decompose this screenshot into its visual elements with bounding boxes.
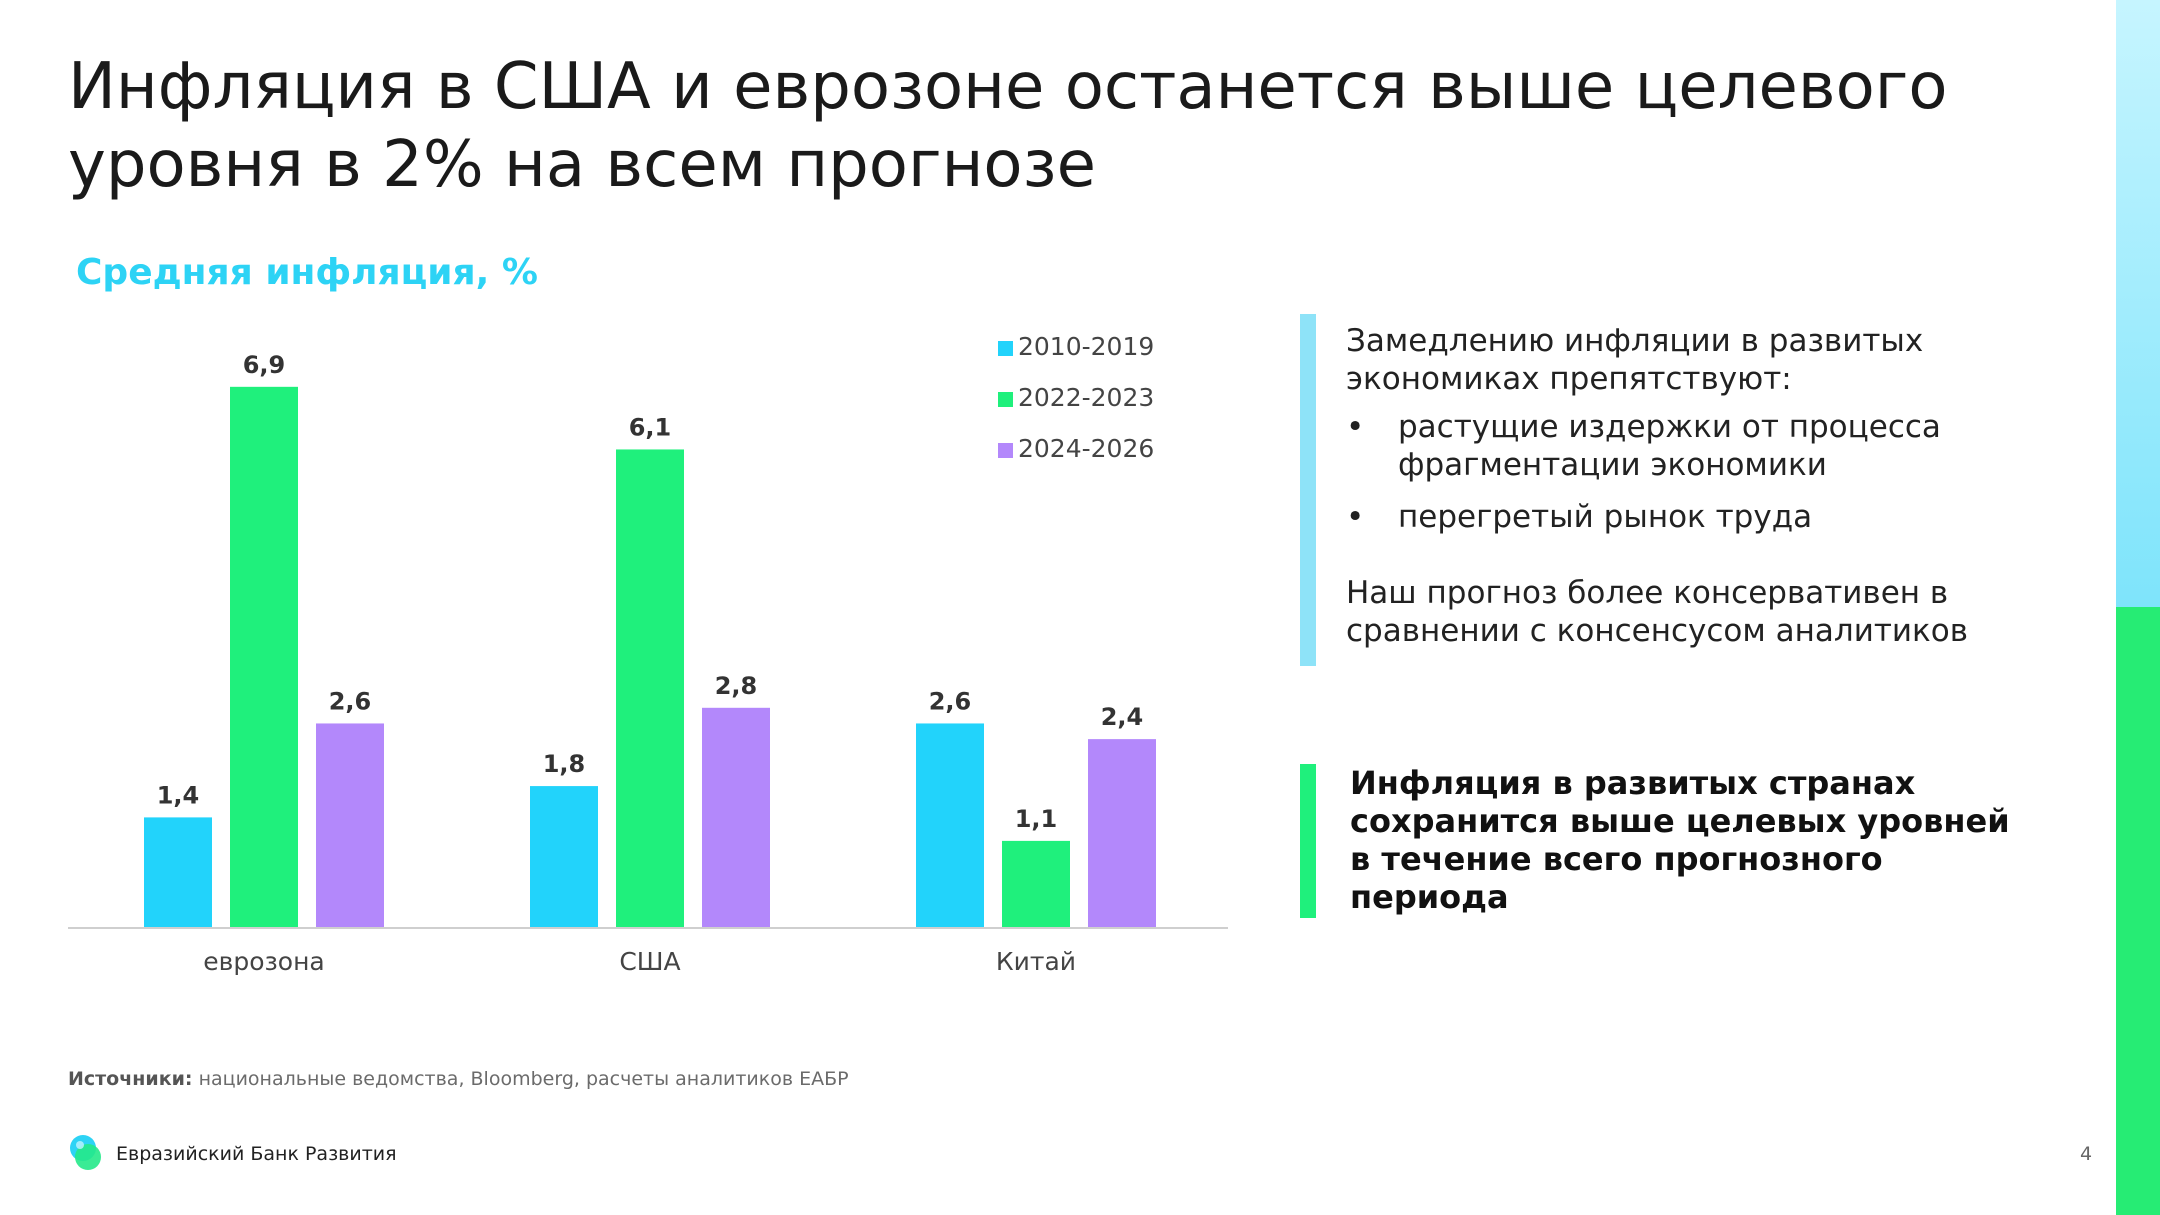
x-tick-label: еврозона bbox=[203, 947, 325, 976]
x-tick-label: Китай bbox=[996, 947, 1076, 976]
commentary-intro: Замедлению инфляции в развитых экономика… bbox=[1346, 323, 1924, 397]
conclusion-text: Инфляция в развитых странах сохранится в… bbox=[1350, 764, 2010, 916]
data-label: 1,1 bbox=[1015, 805, 1058, 833]
bar-2024-2026 bbox=[702, 707, 770, 927]
data-label: 6,9 bbox=[243, 351, 286, 379]
data-label: 6,1 bbox=[629, 413, 672, 441]
data-label: 2,6 bbox=[329, 687, 372, 715]
bullet-marker: • bbox=[1346, 409, 1365, 445]
source-label: Источники: bbox=[68, 1068, 193, 1090]
legend-swatch bbox=[998, 341, 1013, 356]
accent-bar-green bbox=[1300, 764, 1316, 918]
bar-2010-2019 bbox=[144, 817, 212, 927]
bar-2022-2023 bbox=[1002, 840, 1070, 927]
data-label: 1,4 bbox=[157, 781, 200, 809]
accent-bar-cyan bbox=[1300, 314, 1316, 666]
bar-2024-2026 bbox=[316, 723, 384, 927]
logo-text: Евразийский Банк Развития bbox=[116, 1143, 397, 1165]
chart-canvas: 1,4 1,8 2,6 6,9 6,1 1,1 2,6 2,8 2,4 еврозона США Ки… bbox=[68, 332, 1228, 976]
data-label: 2,4 bbox=[1101, 703, 1144, 731]
data-label: 1,8 bbox=[543, 750, 586, 778]
bullet-marker: • bbox=[1346, 499, 1365, 535]
source-text: национальные ведомства, Bloomberg, расче… bbox=[192, 1068, 849, 1090]
legend-label: 2024-2026 bbox=[1018, 434, 1154, 463]
commentary-bullets: • растущие издержки от процесса фрагмента… bbox=[1346, 408, 2026, 536]
legend-swatch bbox=[998, 443, 1013, 458]
bar-2022-2023 bbox=[230, 386, 298, 927]
side-commentary: Замедлению инфляции в развитых экономика… bbox=[1346, 322, 2026, 650]
data-label: 2,6 bbox=[929, 687, 972, 715]
chart-title: Средняя инфляция, % bbox=[76, 252, 538, 293]
page-number: 4 bbox=[2080, 1143, 2093, 1165]
bar-2022-2023 bbox=[616, 449, 684, 927]
source-note: Источники: национальные ведомства, Bloom… bbox=[68, 1068, 849, 1090]
edge-accent-green bbox=[2116, 607, 2160, 1215]
data-label: 2,8 bbox=[715, 672, 758, 700]
x-tick-label: США bbox=[619, 947, 680, 976]
bullet-item: • растущие издержки от процесса фрагмента… bbox=[1346, 409, 1941, 483]
inflation-bar-chart: 1,4 1,8 2,6 6,9 6,1 1,1 2,6 2,8 2,4 еврозона США Ки… bbox=[60, 320, 1240, 1000]
legend-label: 2010-2019 bbox=[1018, 332, 1154, 361]
commentary-note: Наш прогноз более консервативен в сравне… bbox=[1346, 575, 1969, 649]
bullet-item: • перегретый рынок труда bbox=[1346, 499, 1813, 535]
legend-label: 2022-2023 bbox=[1018, 383, 1154, 412]
eabr-logo-icon bbox=[70, 1135, 101, 1170]
bar-2010-2019 bbox=[530, 786, 598, 927]
slide-title: Инфляция в США и еврозоне останется выше… bbox=[68, 50, 1948, 202]
bar-2010-2019 bbox=[916, 723, 984, 927]
legend-swatch bbox=[998, 392, 1013, 407]
bar-2024-2026 bbox=[1088, 739, 1156, 927]
edge-accent-cyan bbox=[2116, 0, 2160, 607]
